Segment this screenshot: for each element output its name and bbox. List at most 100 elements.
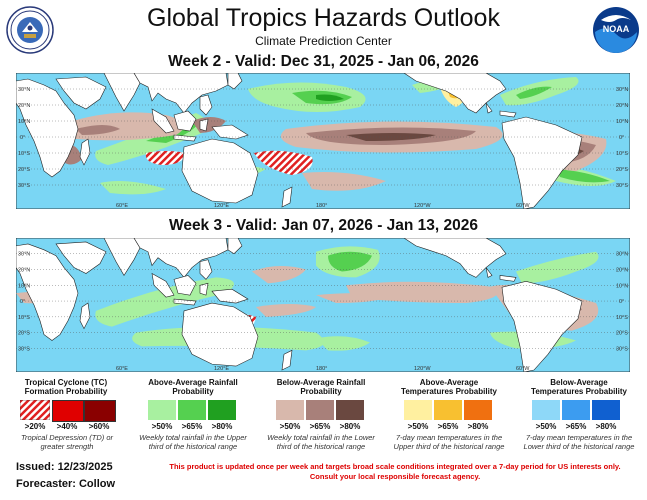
week2-label: Week 2 - Valid: Dec 31, 2025 - Jan 06, 2…: [168, 53, 479, 70]
legend-cold-title: Below-Average Temperatures Probability: [531, 378, 627, 396]
lat-label: 20°S: [18, 167, 30, 173]
legend: Tropical Cyclone (TC) Formation Probabil…: [0, 376, 647, 451]
legend-dry-level: >65%: [309, 422, 331, 431]
lat-label: 20°S: [18, 331, 30, 337]
lat-label: 30°N: [18, 87, 30, 93]
lon-label: 60°W: [516, 203, 530, 209]
legend-tc-title: Tropical Cyclone (TC) Formation Probabil…: [24, 378, 108, 396]
legend-cold-note: 7-day mean temperatures in the Lower thi…: [523, 433, 635, 451]
legend-warm-swatch-80: [464, 400, 492, 420]
legend-cold-swatch-80: [592, 400, 620, 420]
legend-wet-level: >80%: [211, 422, 233, 431]
legend-dry-swatch-80: [336, 400, 364, 420]
lat-lon-grid: [16, 88, 630, 186]
lat-label: 30°S: [18, 346, 30, 352]
lat-label: 20°S: [616, 167, 628, 173]
lat-label: 20°N: [18, 103, 30, 109]
legend-tc-swatch-20: [20, 400, 50, 420]
legend-wet-level: >50%: [151, 422, 173, 431]
legend-tc-note: Tropical Depression (TD) or greater stre…: [21, 433, 113, 451]
legend-warm-note: 7-day mean temperatures in the Upper thi…: [393, 433, 505, 451]
lat-label: 30°N: [616, 87, 628, 93]
page-subtitle: Climate Prediction Center: [255, 34, 392, 48]
lat-label: 0°: [619, 299, 624, 305]
lon-label: 120°E: [214, 366, 229, 372]
lon-label: 120°W: [414, 203, 431, 209]
lat-label: 0°: [20, 135, 25, 141]
lat-lon-grid: [16, 253, 630, 349]
legend-tc-swatch-60: [84, 400, 116, 422]
lat-labels-left: 30°N 20°N 10°N 0° 10°S 20°S 30°S: [18, 252, 30, 353]
legend-tc-level: >60%: [88, 422, 110, 431]
lat-label: 30°S: [616, 183, 628, 189]
legend-warm-title: Above-Average Temperatures Probability: [401, 378, 497, 396]
lat-label: 10°N: [616, 283, 628, 289]
lat-labels-left: 30°N 20°N 10°N 0° 10°S 20°S 30°S: [18, 87, 30, 189]
legend-cold-level: >50%: [535, 422, 557, 431]
lon-label: 180°: [316, 203, 327, 209]
lat-label: 20°N: [18, 268, 30, 274]
legend-warm-level: >65%: [437, 422, 459, 431]
lat-label: 10°S: [18, 151, 30, 157]
lat-label: 20°N: [616, 103, 628, 109]
lon-labels: 60°E 120°E 180° 120°W 60°W: [116, 366, 530, 372]
lat-label: 20°S: [616, 331, 628, 337]
noaa-logo-text: NOAA: [603, 24, 630, 34]
lon-label: 180°: [316, 366, 327, 372]
commerce-seal-logo: [6, 6, 54, 54]
issued-date: Issued: 12/23/2025: [16, 461, 113, 473]
legend-dry-title: Below-Average Rainfall Probability: [276, 378, 366, 396]
lat-label: 20°N: [616, 268, 628, 274]
legend-warm-level: >80%: [467, 422, 489, 431]
lon-label: 60°W: [516, 366, 530, 372]
legend-warm-swatch-65: [434, 400, 462, 420]
legend-tc-swatch-40: [52, 400, 84, 422]
lon-labels: 60°E 120°E 180° 120°W 60°W: [116, 203, 530, 209]
tc-areas: [145, 150, 313, 175]
legend-dry-level: >80%: [339, 422, 361, 431]
week3-map: 30°N 20°N 10°N 0° 10°S 20°S 30°S 30°N 20…: [16, 238, 630, 372]
legend-warm-level: >50%: [407, 422, 429, 431]
legend-dry-note: Weekly total rainfall in the Lower third…: [267, 433, 375, 451]
legend-wet-swatch-80: [208, 400, 236, 420]
noaa-logo: NOAA: [593, 7, 639, 53]
disclaimer-line-1: This product is updated once per week an…: [169, 462, 621, 471]
lon-label: 120°W: [414, 366, 431, 372]
forecaster-name: Forecaster: Collow: [16, 478, 116, 490]
lon-label: 60°E: [116, 366, 128, 372]
lat-labels-right: 30°N 20°N 10°N 0° 10°S 20°S 30°S: [616, 87, 628, 189]
legend-cold-swatch-65: [562, 400, 590, 420]
lat-label: 10°N: [18, 119, 30, 125]
page-title: Global Tropics Hazards Outlook: [147, 4, 500, 32]
lat-label: 10°N: [18, 283, 30, 289]
legend-tc-level: >40%: [56, 422, 78, 431]
lat-label: 10°S: [616, 151, 628, 157]
legend-cold-level: >65%: [565, 422, 587, 431]
week3-label: Week 3 - Valid: Jan 07, 2026 - Jan 13, 2…: [168, 217, 479, 234]
week2-map: 30°N 20°N 10°N 0° 10°S 20°S 30°S 30°N 20…: [16, 73, 630, 209]
legend-wet-level: >65%: [181, 422, 203, 431]
legend-dry-level: >50%: [279, 422, 301, 431]
legend-dry-swatch-50: [276, 400, 304, 420]
lat-label: 10°S: [18, 315, 30, 321]
legend-cold-level: >80%: [595, 422, 617, 431]
legend-wet-note: Weekly total rainfall in the Upper third…: [139, 433, 247, 451]
legend-tc-level: >20%: [24, 422, 46, 431]
lat-labels-right: 30°N 20°N 10°N 0° 10°S 20°S 30°S: [616, 252, 628, 353]
lat-label: 0°: [20, 299, 25, 305]
lon-label: 60°E: [116, 203, 128, 209]
disclaimer-line-2: Consult your local responsible forecast …: [309, 472, 481, 481]
lat-label: 30°S: [18, 183, 30, 189]
legend-cold-swatch-50: [532, 400, 560, 420]
lat-label: 0°: [619, 135, 624, 141]
lat-label: 30°S: [616, 346, 628, 352]
lat-label: 10°S: [616, 315, 628, 321]
legend-wet-swatch-50: [148, 400, 176, 420]
lat-label: 30°N: [616, 252, 628, 258]
legend-wet-swatch-65: [178, 400, 206, 420]
lat-label: 30°N: [18, 252, 30, 258]
legend-wet-title: Above-Average Rainfall Probability: [148, 378, 238, 396]
legend-warm-swatch-50: [404, 400, 432, 420]
lon-label: 120°E: [214, 203, 229, 209]
legend-dry-swatch-65: [306, 400, 334, 420]
